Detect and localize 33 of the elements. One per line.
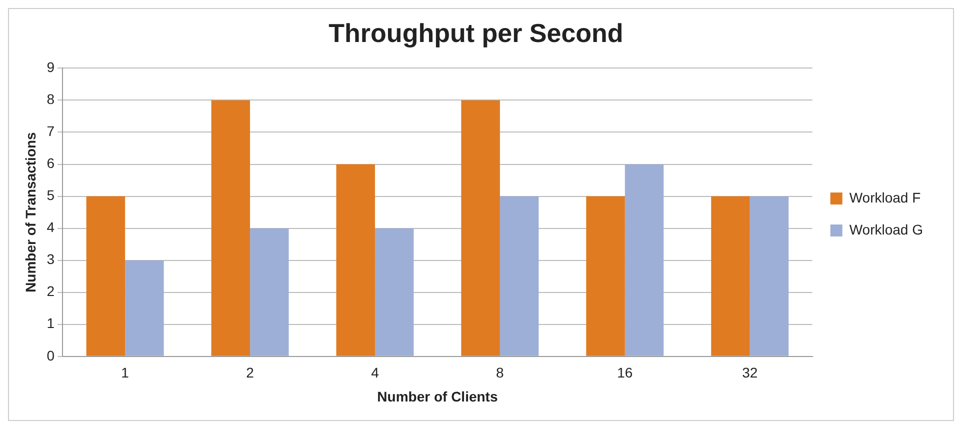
- y-tick-label: 8: [46, 91, 55, 108]
- chart-title: Throughput per Second: [328, 18, 624, 48]
- bar: [250, 228, 289, 356]
- legend-label: Workload F: [849, 189, 921, 206]
- bar: [461, 100, 500, 356]
- y-axis-title: Number of Transactions: [22, 132, 38, 292]
- x-axis-title: Number of Clients: [377, 388, 498, 404]
- y-tick-label: 7: [46, 123, 55, 140]
- legend-label: Workload G: [849, 221, 924, 238]
- x-tick-label: 8: [496, 364, 504, 381]
- bar: [336, 164, 375, 356]
- y-tick-label: 6: [46, 155, 55, 172]
- x-tick-label: 4: [371, 364, 380, 381]
- y-tick-label: 5: [46, 187, 55, 204]
- y-tick-label: 9: [46, 59, 55, 76]
- bar: [374, 228, 414, 356]
- x-tick-label: 1: [121, 364, 130, 381]
- bar: [711, 196, 750, 356]
- y-tick-label: 2: [46, 283, 55, 300]
- y-tick-label: 4: [46, 219, 55, 236]
- bar: [586, 196, 625, 356]
- bar: [86, 196, 126, 356]
- y-tick-label: 1: [46, 315, 55, 332]
- y-tick-label: 3: [46, 251, 55, 268]
- x-tick-label: 16: [617, 364, 633, 381]
- bar: [125, 260, 164, 356]
- x-tick-label: 2: [246, 364, 254, 381]
- y-tick-label: 0: [46, 347, 55, 364]
- bar: [624, 164, 664, 356]
- bar: [500, 196, 539, 356]
- bar: [750, 196, 789, 356]
- x-tick-label: 32: [742, 364, 758, 381]
- bar: [211, 100, 250, 356]
